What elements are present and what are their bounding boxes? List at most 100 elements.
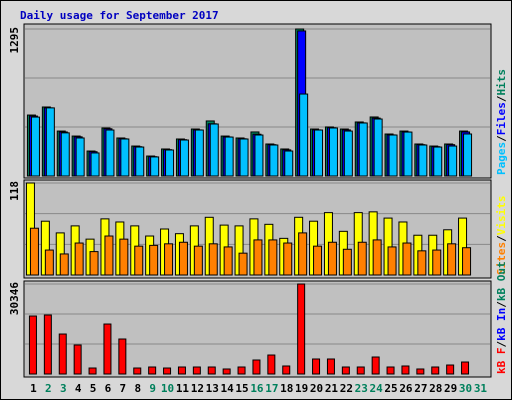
legend-separator: / bbox=[495, 135, 508, 142]
bar bbox=[356, 366, 365, 375]
x-tick-label: 18 bbox=[280, 382, 293, 395]
x-tick-label: 16 bbox=[250, 382, 264, 395]
bar bbox=[222, 368, 231, 375]
bar bbox=[90, 152, 100, 177]
bar bbox=[268, 239, 278, 276]
bar bbox=[118, 338, 127, 375]
bar bbox=[179, 139, 189, 177]
legend-entry: Sites bbox=[495, 242, 508, 275]
bar bbox=[447, 243, 457, 276]
x-tick-label: 21 bbox=[325, 382, 339, 395]
bar bbox=[133, 367, 142, 375]
bar bbox=[75, 137, 85, 177]
bar bbox=[194, 129, 204, 177]
bar bbox=[417, 250, 427, 276]
bar bbox=[433, 146, 443, 177]
x-tick-label: 9 bbox=[149, 382, 156, 395]
x-tick-label: 11 bbox=[176, 382, 190, 395]
x-tick-label: 26 bbox=[399, 382, 413, 395]
bar bbox=[223, 246, 233, 276]
x-tick-label: 14 bbox=[221, 382, 235, 395]
legend-entry: Visits bbox=[495, 196, 508, 236]
bar bbox=[45, 107, 55, 177]
bar bbox=[403, 131, 413, 177]
x-tick-label: 27 bbox=[414, 382, 427, 395]
x-tick-label: 31 bbox=[474, 382, 488, 395]
x-tick-label: 2 bbox=[45, 382, 52, 395]
bar bbox=[342, 248, 352, 276]
bar bbox=[73, 344, 82, 375]
x-tick-label: 10 bbox=[161, 382, 174, 395]
bar bbox=[177, 366, 186, 375]
bar bbox=[238, 252, 248, 276]
bar bbox=[448, 145, 458, 177]
bar bbox=[119, 238, 129, 276]
y-tick-label: 30346 bbox=[8, 282, 21, 315]
x-tick-label: 30 bbox=[459, 382, 472, 395]
bar bbox=[343, 130, 353, 177]
bar bbox=[252, 359, 261, 375]
x-tick-label: 12 bbox=[191, 382, 204, 395]
bar bbox=[402, 242, 412, 276]
x-tick-label: 8 bbox=[134, 382, 141, 395]
bar bbox=[282, 365, 291, 375]
legend-entry: Files bbox=[495, 102, 508, 135]
bar bbox=[60, 132, 70, 177]
bar bbox=[120, 138, 130, 177]
bar bbox=[446, 364, 455, 375]
x-tick-label: 15 bbox=[235, 382, 248, 395]
legend-entry: kB F bbox=[495, 348, 508, 375]
bar bbox=[341, 366, 350, 375]
bar bbox=[164, 243, 174, 276]
x-tick-label: 3 bbox=[60, 382, 67, 395]
y-tick-label: 118 bbox=[8, 181, 21, 201]
bar bbox=[431, 366, 440, 375]
x-tick-label: 28 bbox=[429, 382, 442, 395]
bar bbox=[178, 241, 188, 276]
x-tick-label: 5 bbox=[90, 382, 97, 395]
bar bbox=[372, 239, 382, 276]
x-tick-label: 23 bbox=[355, 382, 368, 395]
legend-separator: / bbox=[495, 341, 508, 348]
legend-entry: Pages bbox=[495, 142, 508, 175]
bar bbox=[299, 93, 309, 177]
bar bbox=[149, 244, 159, 276]
x-tick-label: 17 bbox=[265, 382, 278, 395]
bar bbox=[207, 366, 216, 375]
bar bbox=[298, 232, 308, 276]
bar bbox=[59, 253, 69, 276]
bar bbox=[209, 123, 219, 177]
bar bbox=[461, 361, 470, 375]
bar bbox=[269, 144, 279, 177]
bar bbox=[103, 323, 112, 375]
legend: Sites/Visits bbox=[495, 196, 508, 276]
bar bbox=[163, 367, 172, 375]
bar bbox=[387, 246, 397, 276]
bar bbox=[148, 366, 157, 375]
x-tick-label: 19 bbox=[295, 382, 308, 395]
legend-entry: kB Out bbox=[495, 261, 508, 301]
bar bbox=[373, 118, 383, 177]
bar bbox=[371, 356, 380, 375]
bar bbox=[463, 133, 473, 177]
x-tick-label: 24 bbox=[370, 382, 384, 395]
legend-entry: kB In bbox=[495, 308, 508, 341]
x-tick-label: 7 bbox=[120, 382, 127, 395]
bar bbox=[104, 235, 114, 276]
bar bbox=[192, 366, 201, 375]
bar bbox=[418, 144, 428, 177]
bar bbox=[326, 358, 335, 375]
bar bbox=[105, 129, 115, 177]
bar bbox=[239, 138, 249, 177]
bar bbox=[135, 146, 145, 177]
bar bbox=[357, 241, 367, 276]
legend: kB F/kB In/kB Out bbox=[495, 261, 508, 374]
bar bbox=[358, 122, 368, 177]
legend-separator: / bbox=[495, 301, 508, 308]
bar bbox=[134, 245, 144, 276]
x-tick-label: 25 bbox=[384, 382, 397, 395]
legend-separator: / bbox=[495, 235, 508, 242]
bar bbox=[30, 116, 40, 177]
bar bbox=[416, 368, 425, 375]
